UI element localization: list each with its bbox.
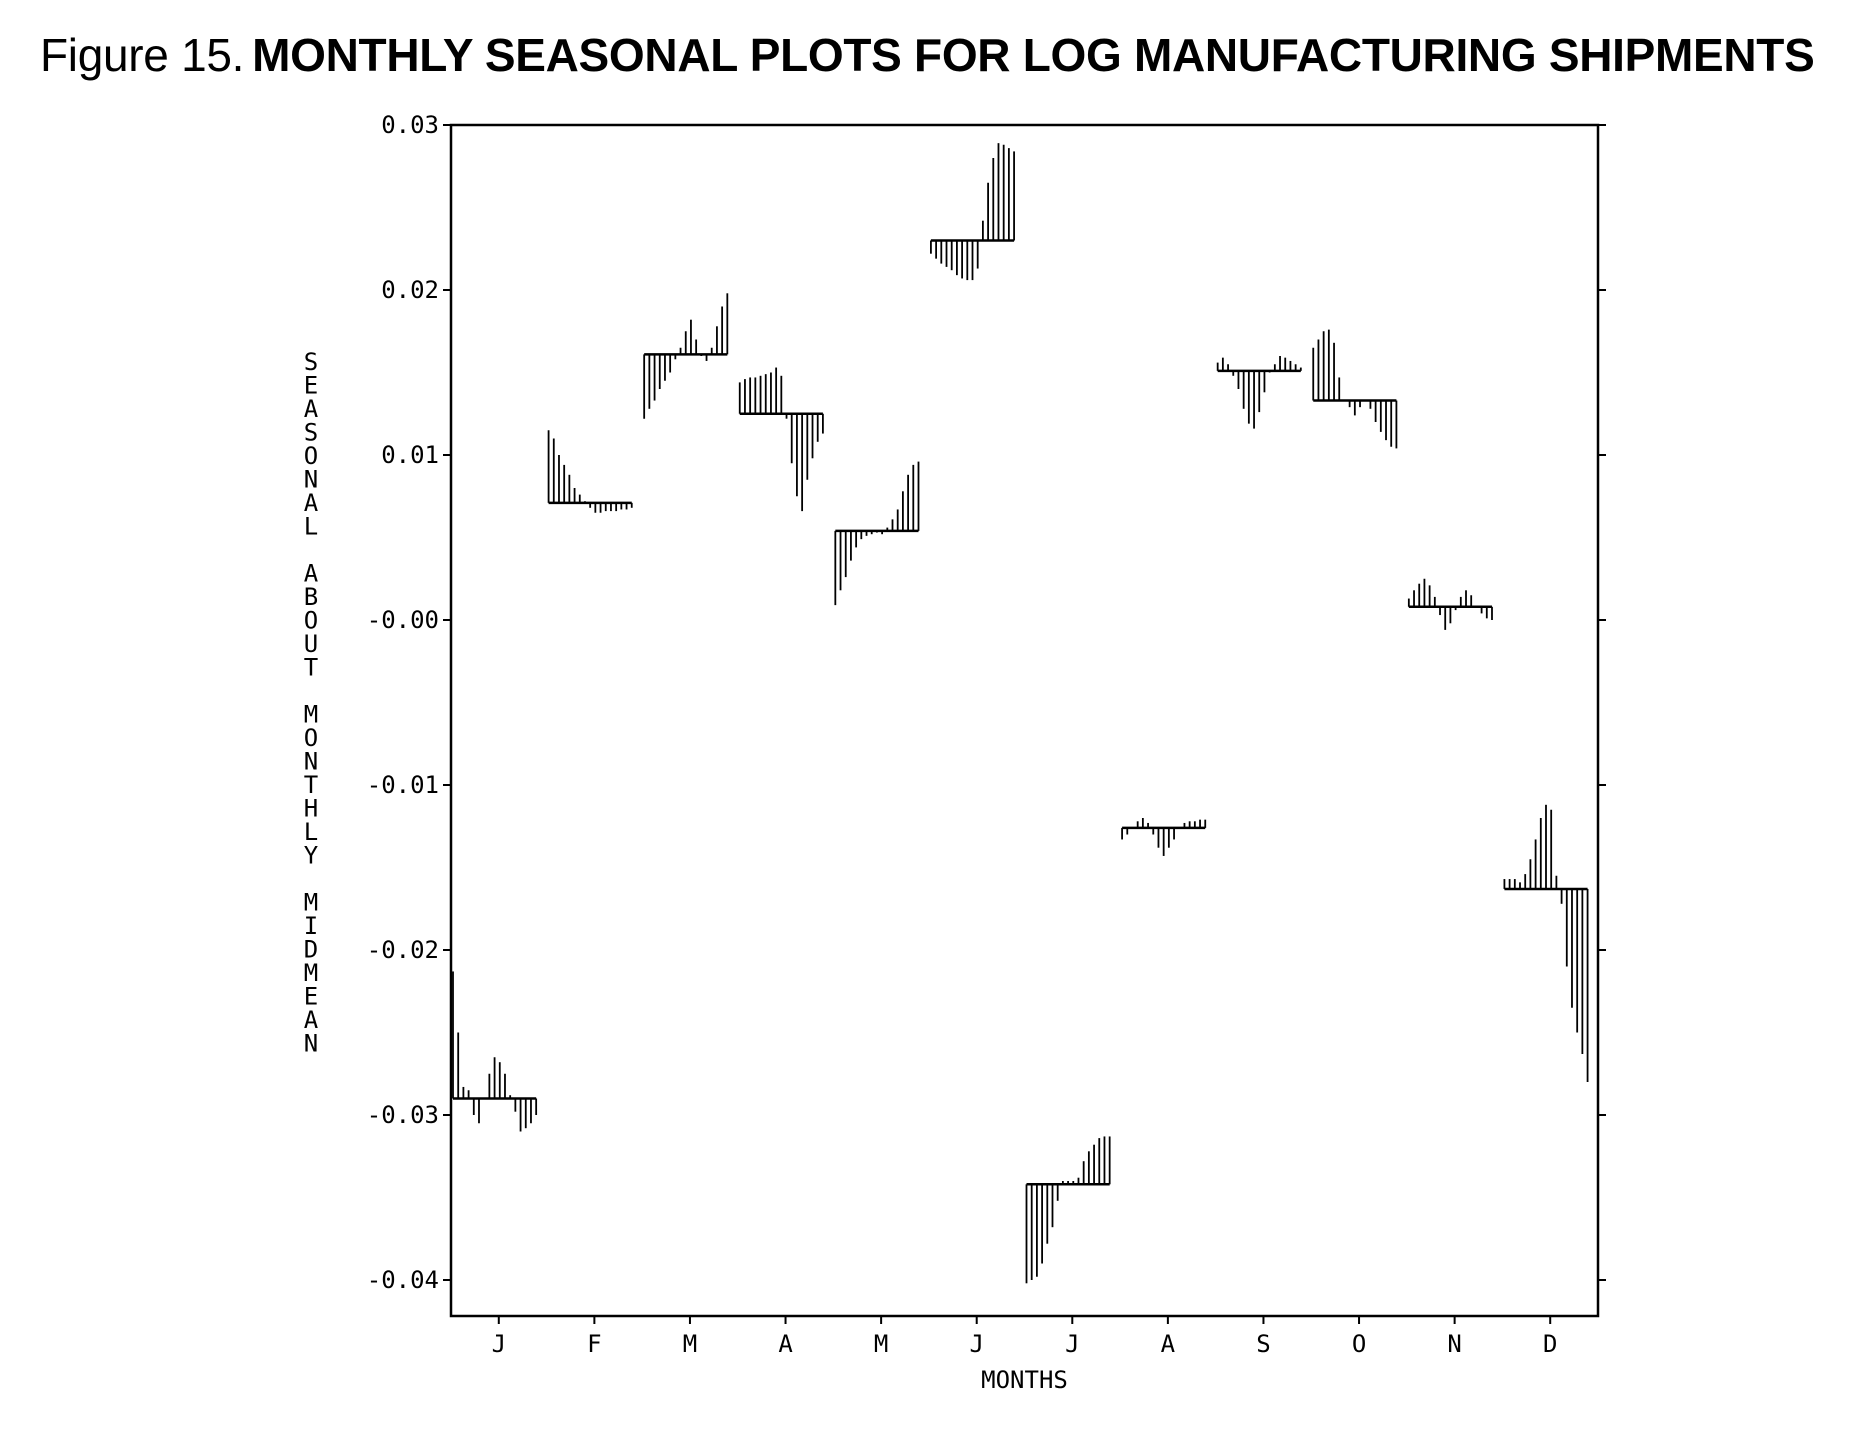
month-subseries: [738, 367, 824, 512]
month-subseries: [1216, 356, 1302, 429]
month-subseries: [643, 293, 729, 419]
month-subseries: [547, 430, 633, 513]
y-tick-label: -0.00: [367, 606, 439, 634]
x-tick-label: J: [969, 1330, 983, 1358]
month-subseries: [452, 971, 538, 1132]
y-tick-label: 0.03: [381, 111, 439, 139]
x-tick-label: J: [492, 1330, 506, 1358]
month-subseries: [1121, 818, 1207, 856]
x-tick-label: N: [1447, 1330, 1461, 1358]
y-tick-label: -0.01: [367, 771, 439, 799]
x-tick-label: J: [1065, 1330, 1079, 1358]
figure-title: Figure 15. MONTHLY SEASONAL PLOTS FOR LOG…: [40, 28, 1815, 82]
y-tick-label: -0.04: [367, 1266, 439, 1294]
month-subseries: [1025, 1136, 1111, 1284]
plot-frame: [449, 123, 1600, 1318]
y-axis: 0.03 0.02 0.01 -0.00 -0.01 -0.02 -0.03 -0.04: [367, 111, 1606, 1294]
y-tick-label: 0.01: [381, 441, 439, 469]
month-subseries: [1503, 804, 1589, 1082]
y-tick-label: -0.02: [367, 936, 439, 964]
month-subseries: [1312, 329, 1398, 449]
x-tick-label: A: [1161, 1330, 1176, 1358]
month-subseries: [1407, 578, 1493, 630]
x-tick-label: F: [587, 1330, 601, 1358]
figure-label: Figure 15.: [40, 29, 245, 81]
month-subseries: [834, 461, 920, 606]
month-subseries: [930, 143, 1015, 281]
x-axis-title: MONTHS: [981, 1366, 1068, 1394]
x-tick-label: M: [683, 1330, 697, 1358]
x-tick-label: M: [874, 1330, 888, 1358]
y-tick-label: -0.03: [367, 1101, 439, 1129]
x-tick-label: A: [778, 1330, 793, 1358]
y-tick-label: 0.02: [381, 276, 439, 304]
x-tick-label: S: [1256, 1330, 1270, 1358]
figure-title-text: MONTHLY SEASONAL PLOTS FOR LOG MANUFACTU…: [252, 29, 1815, 81]
x-tick-label: D: [1543, 1330, 1557, 1358]
plot-marks: [452, 143, 1589, 1284]
x-tick-label: O: [1352, 1330, 1366, 1358]
